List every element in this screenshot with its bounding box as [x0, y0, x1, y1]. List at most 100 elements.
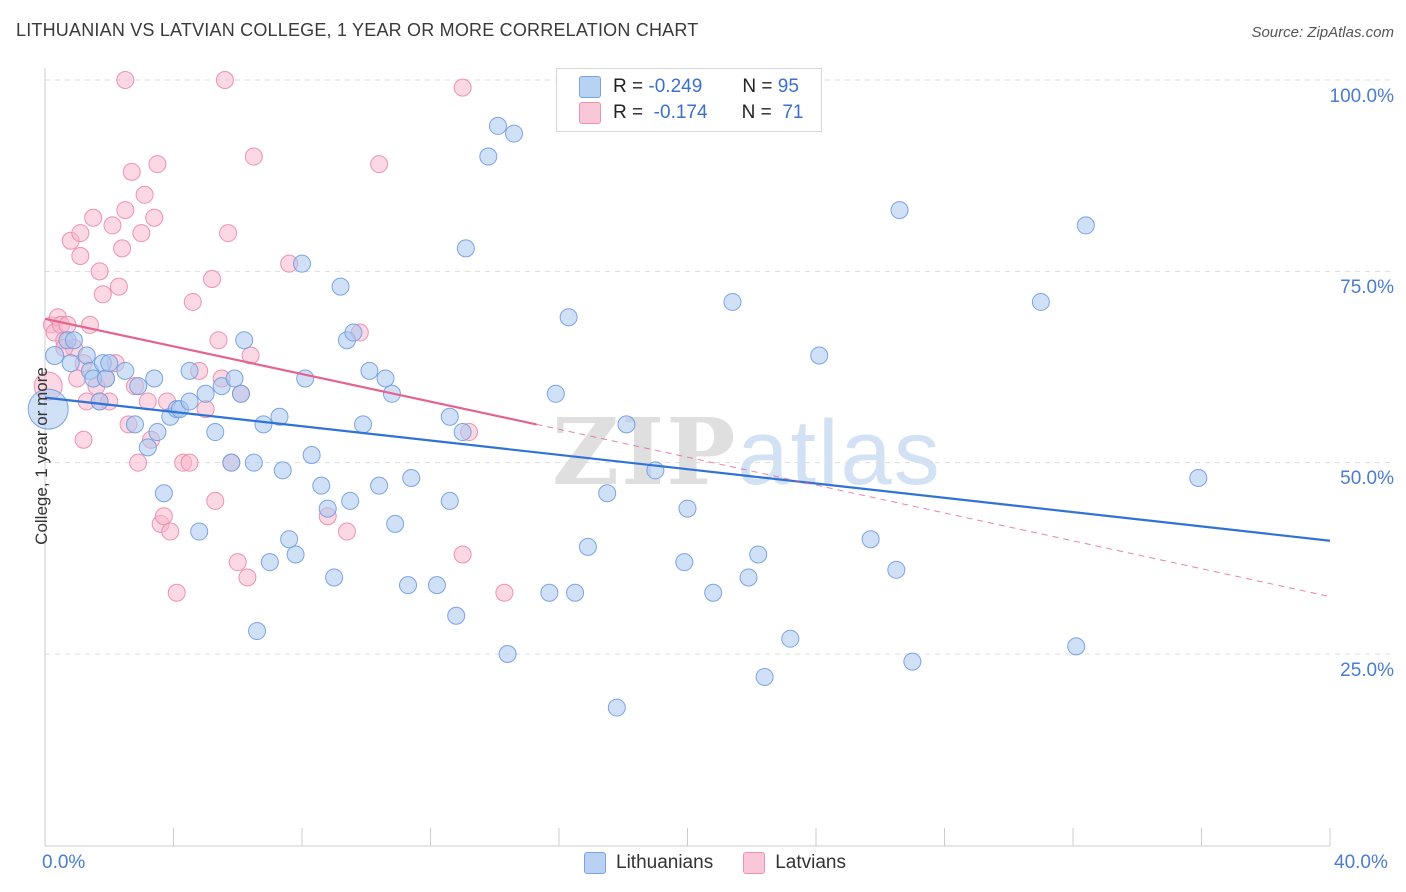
- data-point: [540, 583, 559, 602]
- data-point: [678, 499, 697, 518]
- legend-item-lithuanians[interactable]: Lithuanians: [584, 852, 713, 874]
- data-point: [145, 369, 164, 388]
- data-point: [206, 491, 225, 510]
- data-point: [887, 560, 906, 579]
- data-point: [180, 361, 199, 380]
- data-point: [559, 308, 578, 327]
- trend-line-latvians: [44, 317, 537, 426]
- r-label: R =: [613, 76, 644, 97]
- trend-lines: [44, 317, 1331, 598]
- data-point: [132, 224, 151, 243]
- y-tick-label: 50.0%: [1340, 468, 1394, 489]
- data-point: [755, 667, 774, 686]
- data-point: [1067, 637, 1086, 656]
- data-point: [215, 71, 234, 89]
- data-point: [122, 162, 141, 181]
- data-point: [293, 254, 311, 273]
- data-point: [129, 377, 148, 396]
- trend-line-latvians-extension: [536, 423, 1331, 598]
- data-point: [74, 430, 93, 449]
- gridlines: [45, 79, 1392, 655]
- n-value: 71: [782, 102, 804, 123]
- data-point: [781, 629, 800, 648]
- data-point: [93, 285, 112, 304]
- data-point: [312, 476, 331, 495]
- y-tick-label: 25.0%: [1340, 660, 1394, 681]
- data-point: [116, 361, 135, 380]
- data-point: [749, 545, 768, 564]
- trend-line-lithuanians: [44, 396, 1331, 542]
- watermark: ZIPatlas: [552, 398, 942, 506]
- data-point: [325, 568, 344, 587]
- data-point: [498, 645, 517, 663]
- data-point: [344, 323, 363, 342]
- data-point: [280, 530, 299, 549]
- data-point: [180, 392, 199, 411]
- data-point: [77, 346, 96, 365]
- data-point: [64, 331, 83, 350]
- data-point: [453, 78, 472, 97]
- data-point: [125, 415, 144, 434]
- legend-label: Latvians: [775, 852, 846, 873]
- data-point: [116, 71, 135, 89]
- data-point: [113, 239, 132, 258]
- data-point: [103, 216, 122, 235]
- data-point: [1031, 292, 1050, 311]
- data-point: [145, 208, 164, 227]
- data-point: [148, 423, 167, 442]
- data-point: [135, 185, 154, 204]
- data-point: [167, 583, 186, 602]
- data-point: [84, 208, 103, 227]
- source-credit: Source: ZipAtlas.com: [1251, 24, 1394, 41]
- data-point: [260, 553, 279, 572]
- data-point: [154, 507, 173, 526]
- data-point: [109, 277, 128, 296]
- data-point: [90, 262, 109, 281]
- series-lithuanians: [27, 116, 1208, 717]
- data-point: [546, 384, 565, 403]
- data-point: [154, 484, 173, 503]
- data-point: [302, 446, 321, 465]
- x-tick-label: 0.0%: [42, 852, 86, 873]
- data-point: [228, 553, 247, 572]
- data-point: [331, 277, 350, 296]
- data-point: [248, 622, 267, 641]
- data-point: [617, 415, 636, 434]
- data-point: [360, 361, 379, 380]
- data-point: [203, 269, 222, 288]
- data-point: [440, 407, 459, 426]
- data-point: [675, 553, 694, 572]
- data-point: [578, 537, 597, 556]
- pink-swatch: [743, 852, 766, 874]
- data-point: [222, 453, 241, 472]
- data-point: [337, 522, 356, 541]
- data-point: [1189, 468, 1208, 487]
- watermark-zip: ZIP: [552, 398, 738, 506]
- data-point: [318, 499, 337, 518]
- data-point: [100, 354, 119, 373]
- r-value: -0.249: [648, 76, 703, 97]
- y-axis-label: College, 1 year or more: [32, 367, 51, 545]
- x-tick-label: 40.0%: [1334, 852, 1388, 873]
- data-point: [219, 224, 238, 243]
- data-point: [190, 522, 209, 541]
- r-value: -0.174: [653, 102, 708, 123]
- legend: Lithuanians Latvians: [584, 852, 876, 874]
- pink-swatch: [579, 102, 601, 124]
- data-point: [61, 354, 80, 373]
- data-point: [440, 491, 459, 510]
- data-point: [495, 583, 514, 602]
- data-point: [453, 423, 472, 442]
- series-latvians: [33, 71, 514, 602]
- data-point: [566, 583, 585, 602]
- data-point: [180, 453, 199, 472]
- data-point: [739, 568, 758, 587]
- data-point: [270, 407, 289, 426]
- data-point: [607, 698, 626, 717]
- n-label: N =: [742, 76, 773, 97]
- legend-item-latvians[interactable]: Latvians: [743, 852, 846, 874]
- data-point: [386, 514, 405, 533]
- data-point: [244, 453, 263, 472]
- n-value: 95: [777, 76, 799, 97]
